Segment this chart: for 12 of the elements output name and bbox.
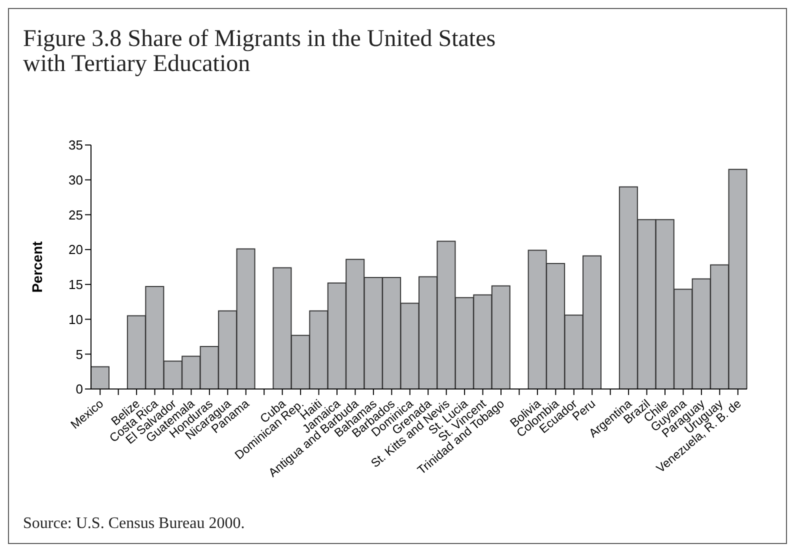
y-tick-label: 25 (68, 207, 83, 222)
y-tick-label: 30 (68, 172, 83, 188)
y-tick-label: 0 (76, 382, 83, 397)
y-tick-label: 15 (68, 277, 83, 292)
y-tick-label: 5 (76, 346, 83, 362)
source-note: Source: U.S. Census Bureau 2000. (23, 515, 245, 533)
y-axis-title: Percent (28, 240, 45, 293)
y-tick-label: 35 (68, 138, 83, 153)
y-tick-label: 20 (68, 242, 83, 258)
chart-title: Figure 3.8 Share of Migrants in the United States with Tertiary Education (23, 26, 497, 77)
y-tick-label: 10 (68, 312, 83, 327)
bar (90, 366, 110, 389)
